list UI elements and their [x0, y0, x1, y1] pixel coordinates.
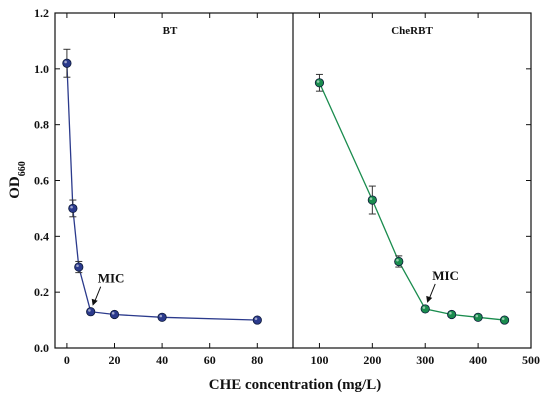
data-point [473, 312, 483, 322]
data-point-highlight [475, 314, 479, 318]
x-tick-label: 80 [251, 353, 263, 367]
panel-title-cherbt: CheRBT [391, 25, 433, 37]
y-axis-title-main: OD [7, 176, 23, 199]
x-tick-label: 100 [310, 353, 328, 367]
data-point-highlight [70, 205, 73, 209]
y-tick-label: 1.2 [34, 6, 49, 20]
y-tick-label: 0.4 [34, 229, 49, 243]
data-point [420, 304, 430, 314]
data-point-highlight [64, 60, 67, 64]
mic-label: MIC [432, 268, 459, 283]
mic-label: MIC [98, 271, 125, 286]
x-tick-label: 500 [522, 353, 540, 367]
series-line [318, 82, 505, 321]
data-point [109, 309, 120, 320]
data-point-highlight [369, 197, 373, 201]
mic-arrow-head [426, 295, 433, 303]
x-tick-label: 400 [469, 353, 487, 367]
data-point [252, 315, 262, 325]
y-tick-label: 0.6 [34, 174, 49, 188]
axes-layer: 0.0 0.2 0.4 0.6 0.8 1.0 1.2 0 20 40 60 80 100 200 300 4… [34, 6, 540, 367]
data-point [74, 262, 84, 272]
data-point [86, 307, 96, 317]
y-axis-title: OD660 [7, 161, 28, 199]
data-point [157, 312, 167, 322]
x-tick-label: 300 [416, 353, 434, 367]
x-tick-label: 0 [64, 353, 70, 367]
series-layer [62, 48, 510, 325]
data-point [367, 195, 377, 205]
series-line [66, 63, 258, 321]
data-point [394, 256, 404, 267]
x-tick-label: 200 [363, 353, 381, 367]
panel-title-bt: BT [163, 25, 178, 37]
x-axis-title: CHE concentration (mg/L) [209, 377, 381, 393]
data-point-highlight [316, 80, 320, 83]
data-point [447, 309, 457, 320]
annotation-layer: MIC MIC [91, 268, 459, 306]
data-point-highlight [422, 306, 426, 309]
data-point [62, 58, 72, 68]
x-tick-label: 60 [204, 353, 216, 367]
data-point-highlight [501, 317, 505, 321]
data-point-highlight [254, 317, 258, 321]
data-point [68, 203, 78, 214]
x-tick-label: 20 [109, 353, 121, 367]
data-point-highlight [76, 264, 79, 268]
data-point-highlight [159, 314, 163, 318]
y-tick-label: 0.8 [34, 118, 49, 132]
data-point [314, 78, 325, 88]
data-point-highlight [88, 309, 91, 312]
y-tick-label: 1.0 [34, 62, 49, 76]
data-point-highlight [449, 311, 452, 315]
data-point-highlight [111, 311, 115, 315]
x-tick-label: 40 [156, 353, 168, 367]
data-point [499, 315, 510, 325]
data-point-highlight [396, 258, 399, 262]
y-tick-label: 0.0 [34, 341, 49, 355]
mic-arrow-head [91, 298, 98, 306]
y-axis-title-sub: 660 [17, 161, 28, 176]
y-tick-label: 0.2 [34, 285, 49, 299]
